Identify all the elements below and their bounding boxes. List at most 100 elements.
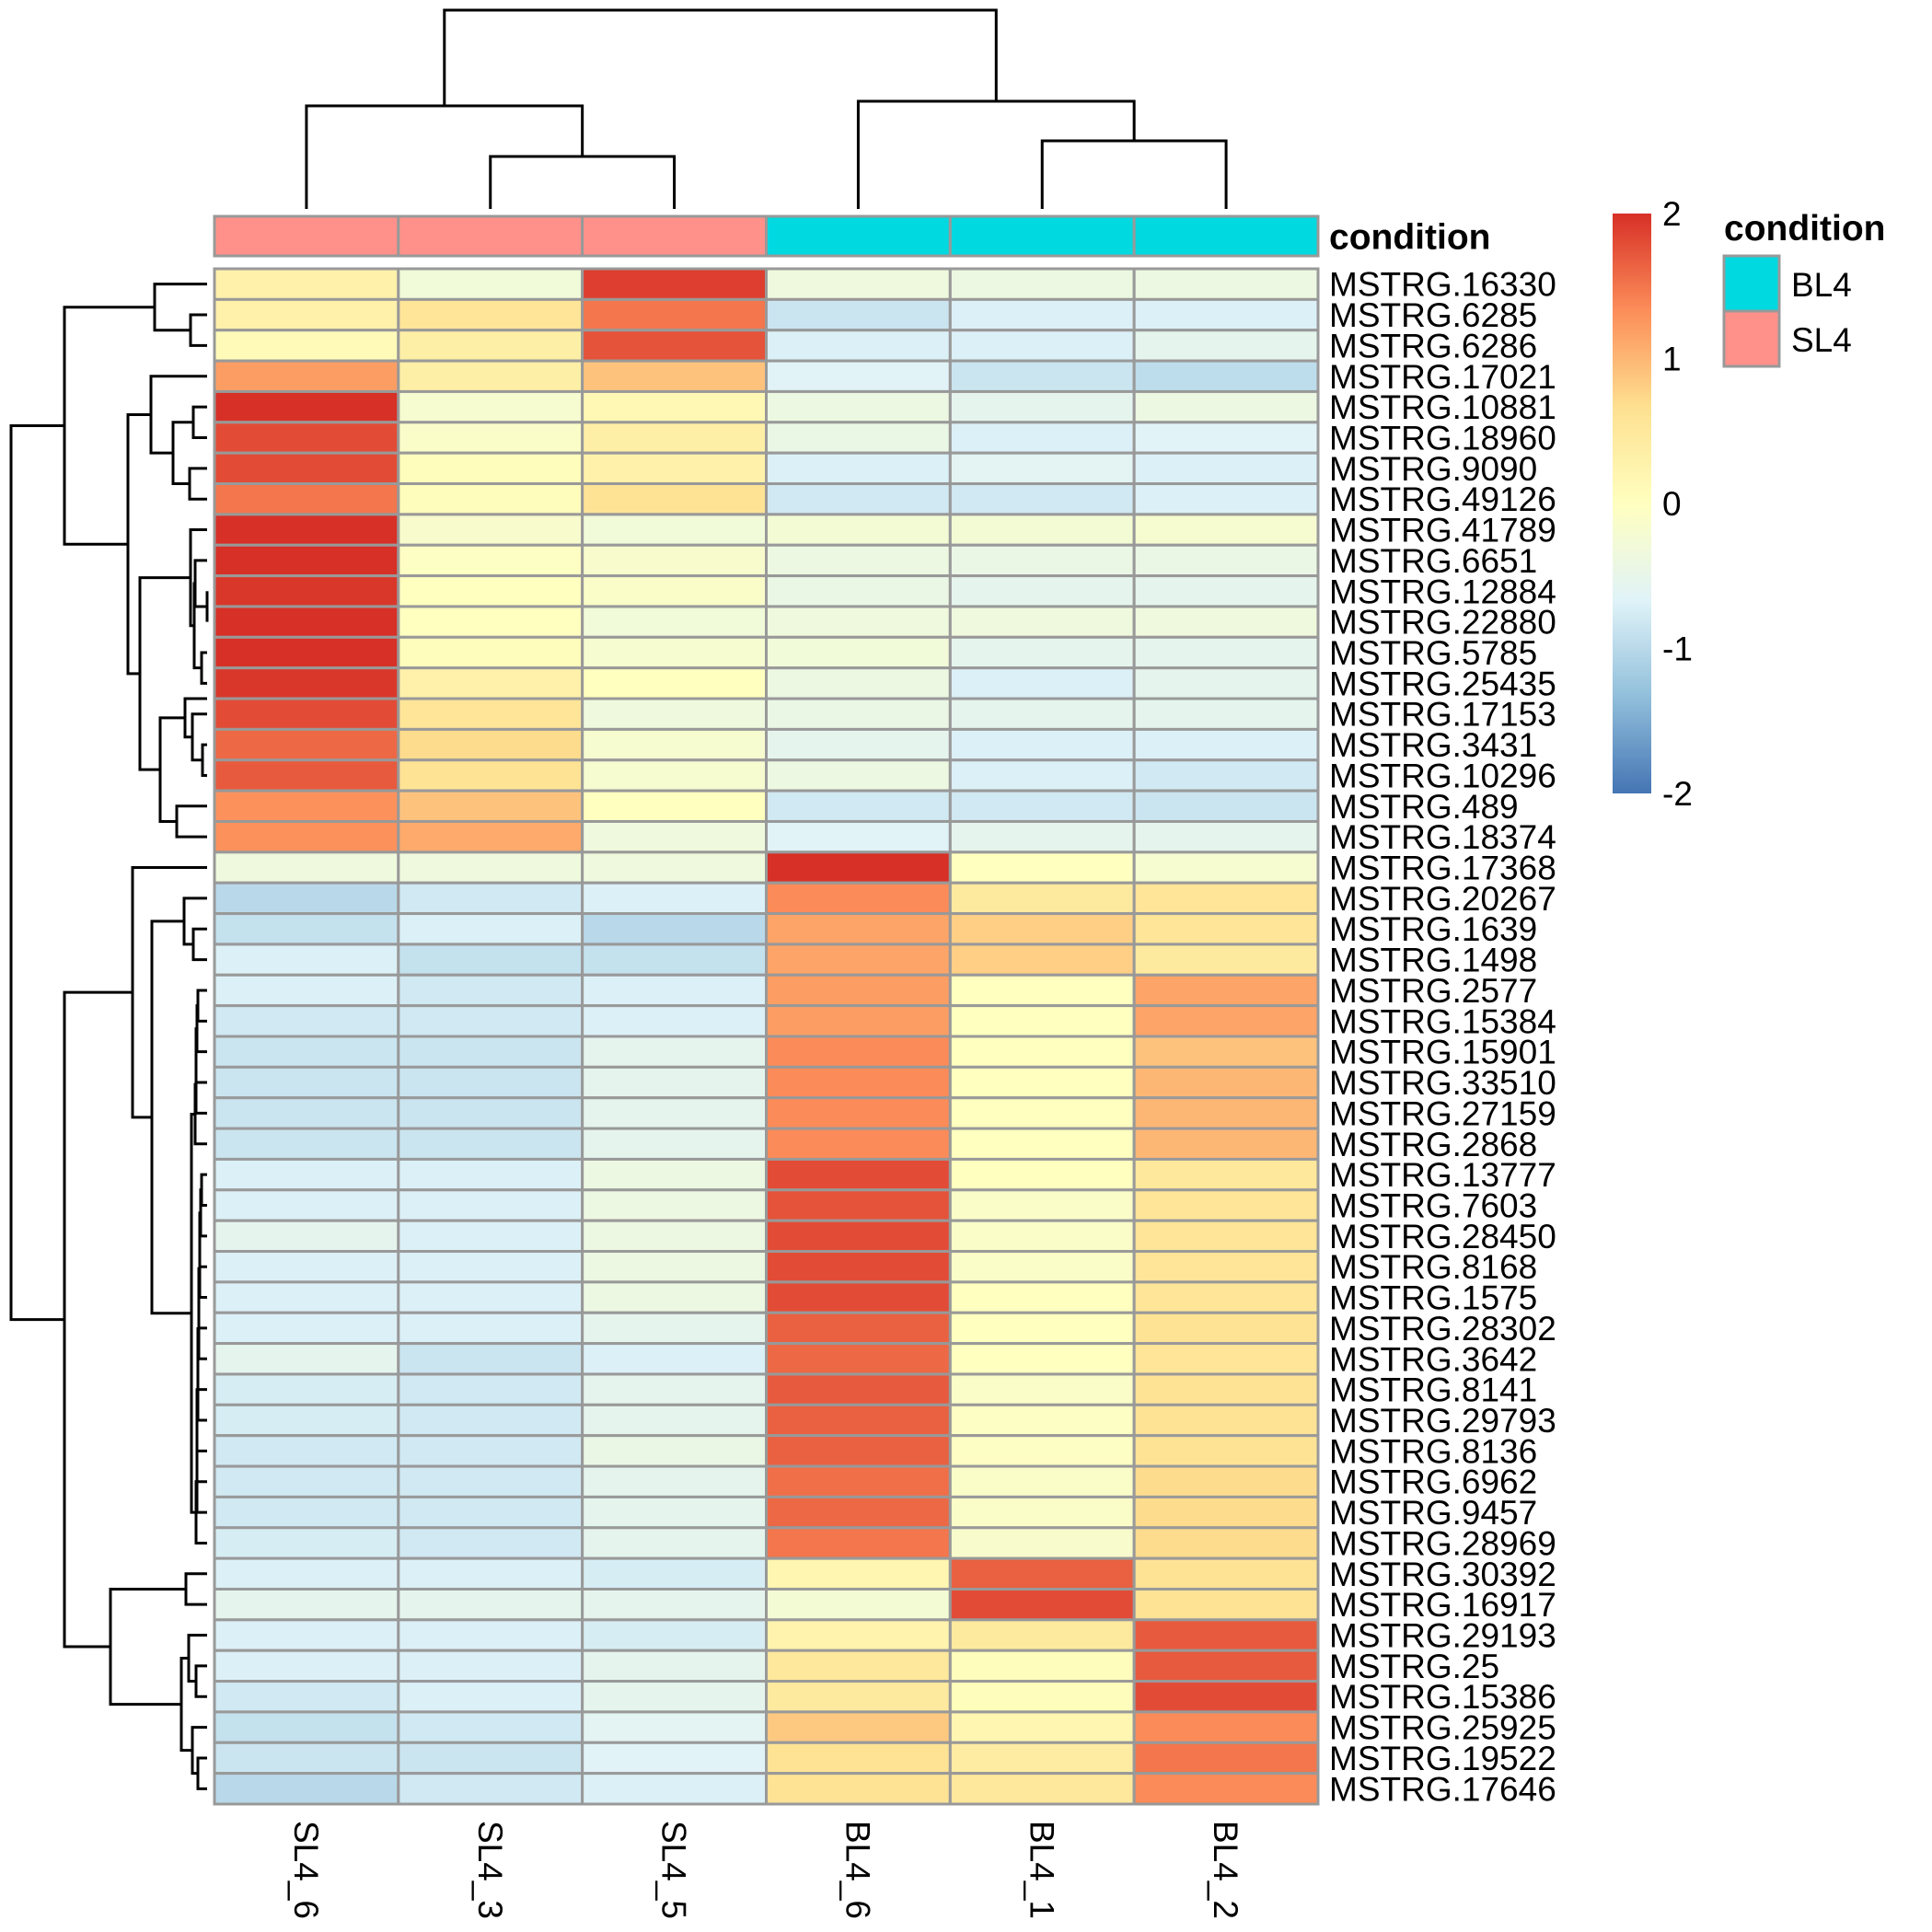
heatmap-cell <box>765 1403 952 1438</box>
heatmap-cell <box>948 1127 1136 1161</box>
heatmap-cell <box>948 850 1136 885</box>
dendrogram-branch <box>153 283 207 332</box>
heatmap-cell <box>765 1434 952 1468</box>
dendrogram-branch <box>109 1587 186 1706</box>
heatmap-cell <box>213 1618 400 1652</box>
row-label: MSTRG.10296 <box>1329 757 1556 794</box>
column-dendrogram <box>305 8 1228 209</box>
heatmap-cell <box>581 1188 769 1222</box>
heatmap-cell <box>1132 1649 1320 1683</box>
heatmap-cell <box>948 1556 1136 1591</box>
heatmap-cell <box>1132 666 1320 700</box>
heatmap-cell <box>1132 1311 1320 1346</box>
heatmap-cell <box>765 267 952 301</box>
heatmap-cell <box>1132 297 1320 332</box>
row-label: MSTRG.9457 <box>1329 1494 1537 1532</box>
heatmap-cell <box>581 635 769 670</box>
heatmap-cell <box>397 1004 584 1038</box>
heatmap-cell <box>948 451 1136 486</box>
heatmap-cell <box>765 1004 952 1038</box>
heatmap-cell <box>397 513 584 547</box>
heatmap-cell <box>948 1188 1136 1222</box>
heatmap-cell <box>397 881 584 916</box>
heatmap-cell <box>948 1710 1136 1744</box>
heatmap-cell <box>213 1188 400 1222</box>
dendrogram-branch <box>856 99 1136 209</box>
heatmap-cell <box>765 1280 952 1314</box>
heatmap-cell <box>397 1772 584 1806</box>
heatmap-cell <box>765 574 952 608</box>
heatmap-cell <box>397 1035 584 1069</box>
dendrogram-branch <box>175 804 207 839</box>
heatmap-cell <box>581 789 769 823</box>
row-label: MSTRG.15386 <box>1329 1678 1556 1716</box>
heatmap-cell <box>948 697 1136 731</box>
heatmap-cell <box>397 574 584 608</box>
heatmap-cell <box>581 1710 769 1744</box>
heatmap-cell <box>397 666 584 700</box>
heatmap-cell <box>581 819 769 854</box>
heatmap-cell <box>397 1372 584 1406</box>
dendrogram-branch <box>184 1572 207 1606</box>
heatmap-cell <box>948 666 1136 700</box>
heatmap-cell <box>213 605 400 639</box>
heatmap-cell <box>765 1710 952 1744</box>
dendrogram-branch <box>1040 139 1228 209</box>
heatmap-cell <box>1132 727 1320 762</box>
heatmap-cell <box>765 1464 952 1498</box>
row-labels: MSTRG.16330MSTRG.6285MSTRG.6286MSTRG.170… <box>1329 266 1556 1809</box>
heatmap-cell <box>397 1464 584 1498</box>
heatmap-cell <box>765 421 952 455</box>
row-label: MSTRG.17646 <box>1329 1770 1556 1808</box>
heatmap-cell <box>213 1464 400 1498</box>
heatmap-cell <box>581 1618 769 1652</box>
heatmap-cell <box>213 1219 400 1254</box>
heatmap-cell <box>581 697 769 731</box>
heatmap-cells <box>213 267 1320 1806</box>
heatmap-cell <box>213 1526 400 1560</box>
heatmap-cell <box>1132 1250 1320 1284</box>
heatmap-cell <box>765 389 952 424</box>
row-label: MSTRG.1498 <box>1329 942 1537 979</box>
heatmap-cell <box>948 789 1136 823</box>
column-label: BL4_1 <box>1023 1821 1060 1919</box>
heatmap-cell <box>948 1618 1136 1652</box>
dendrogram-branch <box>138 576 191 771</box>
heatmap-cell <box>213 943 400 977</box>
heatmap-cell <box>581 513 769 547</box>
heatmap-cell <box>1132 1680 1320 1714</box>
row-label: MSTRG.8168 <box>1329 1248 1537 1286</box>
row-label: MSTRG.19522 <box>1329 1740 1556 1777</box>
dendrogram-branch <box>191 712 207 762</box>
heatmap-cell <box>765 1065 952 1100</box>
column-label: SL4_5 <box>655 1821 693 1919</box>
heatmap-cell <box>765 1741 952 1776</box>
heatmap-cell <box>213 297 400 332</box>
heatmap-cell <box>397 359 584 393</box>
heatmap-cell <box>581 1495 769 1530</box>
heatmap-cell <box>1132 1372 1320 1406</box>
heatmap-cell <box>765 666 952 700</box>
heatmap-cell <box>213 819 400 854</box>
row-label: MSTRG.17021 <box>1329 358 1556 396</box>
heatmap-cell <box>1132 1587 1320 1622</box>
heatmap-cell <box>765 1526 952 1560</box>
heatmap-cell <box>581 1434 769 1468</box>
heatmap-cell <box>765 1127 952 1161</box>
row-label: MSTRG.9090 <box>1329 450 1537 488</box>
heatmap-cell <box>948 1587 1136 1622</box>
heatmap-cell <box>1132 543 1320 578</box>
row-label: MSTRG.6651 <box>1329 542 1537 580</box>
heatmap-cell <box>213 1127 400 1161</box>
heatmap-cell <box>765 1188 952 1222</box>
heatmap-cell <box>948 819 1136 854</box>
row-label: MSTRG.16330 <box>1329 266 1556 304</box>
heatmap-cell <box>213 1403 400 1438</box>
heatmap-cell <box>1132 329 1320 363</box>
heatmap-cell <box>581 329 769 363</box>
heatmap-cell <box>765 850 952 885</box>
heatmap-cell <box>397 1434 584 1468</box>
dendrogram-branch <box>191 927 207 962</box>
row-label: MSTRG.1575 <box>1329 1279 1537 1317</box>
row-label: MSTRG.18374 <box>1329 818 1556 856</box>
